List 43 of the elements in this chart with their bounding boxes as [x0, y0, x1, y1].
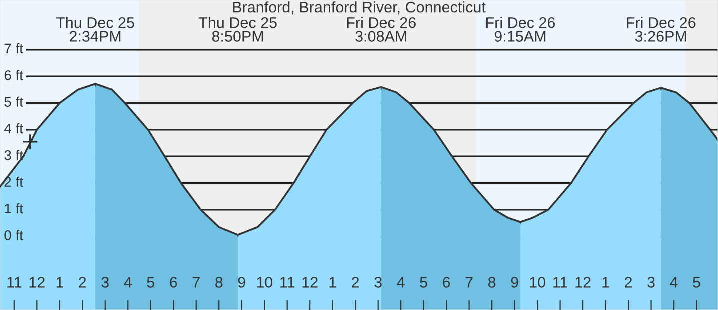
x-tick-label: 4 [397, 277, 405, 288]
x-tick-label: 9 [238, 277, 246, 288]
x-tick-label: 1 [330, 277, 336, 288]
x-tick-label: 2 [79, 277, 86, 288]
x-tick-label: 11 [280, 277, 295, 288]
x-tick-label: 9 [511, 277, 518, 288]
y-tick-label: 1 ft [5, 204, 24, 214]
x-tick-label: 11 [554, 277, 568, 288]
x-tick-label: 3 [648, 277, 655, 288]
annotation: Thu Dec 25 8:50PM [198, 17, 277, 42]
x-tick-label: 11 [8, 277, 22, 288]
x-tick-label: 5 [693, 277, 700, 288]
annotation: Fri Dec 26 3:08AM [347, 17, 416, 42]
x-tick-label: 10 [530, 277, 546, 288]
x-tick-label: 1 [602, 277, 610, 288]
x-tick-label: 6 [443, 277, 450, 288]
x-tick-label: 5 [420, 277, 428, 288]
x-tick-label: 7 [192, 277, 200, 288]
y-tick-label: 7 ft [4, 43, 24, 54]
annotation: Fri Dec 26 3:26PM [627, 17, 696, 42]
x-tick-label: 7 [466, 277, 473, 288]
y-tick-label: 6 ft [4, 70, 24, 80]
x-tick-label: 3 [102, 277, 109, 288]
y-tick-label: 5 ft [4, 96, 24, 107]
x-tick-label: 8 [488, 277, 496, 288]
x-tick-label: 8 [216, 277, 223, 288]
x-tick-label: 12 [302, 277, 318, 288]
x-tick-label: 2 [352, 277, 360, 288]
annotation: Fri Dec 26 9:15AM [486, 17, 556, 42]
y-tick-label: 0 ft [4, 230, 24, 240]
x-tick-label: 4 [124, 277, 132, 288]
annotation: Thu Dec 25 2:34PM [56, 17, 134, 42]
y-tick-label: 4 ft [4, 123, 24, 134]
x-tick-label: 2 [625, 277, 632, 288]
x-tick-label: 5 [147, 277, 154, 288]
x-tick-label: 12 [576, 277, 591, 288]
chart-title: Branford, Branford River, Connecticut [233, 2, 486, 15]
x-tick-label: 12 [30, 277, 45, 288]
x-tick-label: 3 [374, 277, 382, 288]
x-tick-label: 6 [170, 277, 178, 288]
x-tick-label: 4 [670, 277, 678, 288]
x-tick-label: 10 [257, 277, 273, 288]
x-tick-label: 1 [56, 277, 64, 288]
